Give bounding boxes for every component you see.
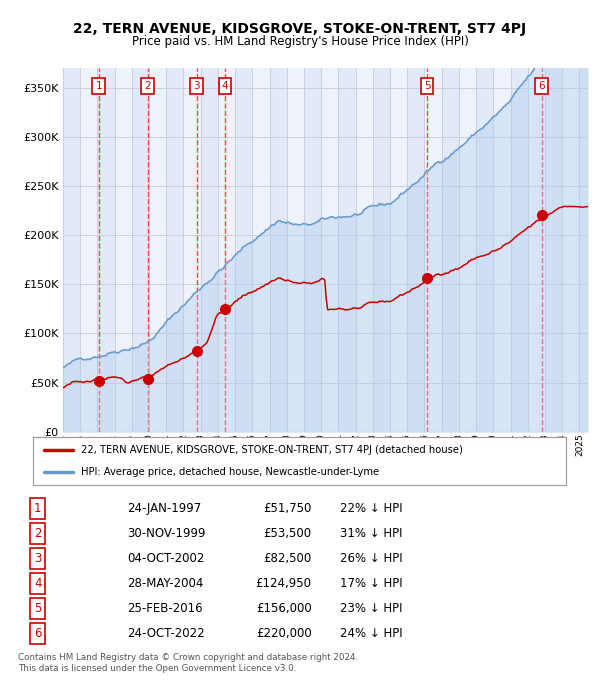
- Text: £82,500: £82,500: [263, 552, 311, 565]
- Text: Price paid vs. HM Land Registry's House Price Index (HPI): Price paid vs. HM Land Registry's House …: [131, 35, 469, 48]
- Bar: [287, 68, 304, 432]
- Text: HPI: Average price, detached house, Newcastle-under-Lyme: HPI: Average price, detached house, Newc…: [81, 467, 379, 477]
- Text: 2: 2: [145, 81, 151, 90]
- Text: 1: 1: [95, 81, 102, 90]
- Text: 2: 2: [34, 527, 41, 540]
- Bar: [373, 68, 390, 432]
- Text: 24-JAN-1997: 24-JAN-1997: [127, 502, 202, 515]
- Bar: [321, 68, 338, 432]
- Text: 17% ↓ HPI: 17% ↓ HPI: [340, 577, 403, 590]
- Bar: [562, 68, 580, 432]
- Bar: [218, 68, 235, 432]
- Text: 26% ↓ HPI: 26% ↓ HPI: [340, 552, 403, 565]
- Text: 3: 3: [34, 552, 41, 565]
- Text: 6: 6: [538, 81, 545, 90]
- Bar: [63, 68, 80, 432]
- Text: 31% ↓ HPI: 31% ↓ HPI: [340, 527, 403, 540]
- Bar: [166, 68, 184, 432]
- Bar: [511, 68, 528, 432]
- Text: £53,500: £53,500: [263, 527, 311, 540]
- Text: 22% ↓ HPI: 22% ↓ HPI: [340, 502, 403, 515]
- Bar: [442, 68, 459, 432]
- Bar: [115, 68, 132, 432]
- Text: 24% ↓ HPI: 24% ↓ HPI: [340, 627, 403, 640]
- Text: This data is licensed under the Open Government Licence v3.0.: This data is licensed under the Open Gov…: [18, 664, 296, 673]
- Text: £156,000: £156,000: [256, 602, 311, 615]
- Text: 5: 5: [34, 602, 41, 615]
- Text: 24-OCT-2022: 24-OCT-2022: [127, 627, 205, 640]
- Bar: [149, 68, 166, 432]
- Text: 22, TERN AVENUE, KIDSGROVE, STOKE-ON-TRENT, ST7 4PJ: 22, TERN AVENUE, KIDSGROVE, STOKE-ON-TRE…: [73, 22, 527, 36]
- Bar: [390, 68, 407, 432]
- Bar: [132, 68, 149, 432]
- Text: £124,950: £124,950: [256, 577, 311, 590]
- Bar: [184, 68, 201, 432]
- Text: 30-NOV-1999: 30-NOV-1999: [127, 527, 206, 540]
- Text: 5: 5: [424, 81, 430, 90]
- Bar: [356, 68, 373, 432]
- Text: 4: 4: [34, 577, 41, 590]
- Text: 6: 6: [34, 627, 41, 640]
- Text: Contains HM Land Registry data © Crown copyright and database right 2024.: Contains HM Land Registry data © Crown c…: [18, 653, 358, 662]
- Text: 25-FEB-2016: 25-FEB-2016: [127, 602, 203, 615]
- Text: 28-MAY-2004: 28-MAY-2004: [127, 577, 203, 590]
- Bar: [459, 68, 476, 432]
- Text: 04-OCT-2002: 04-OCT-2002: [127, 552, 205, 565]
- Bar: [97, 68, 115, 432]
- Bar: [528, 68, 545, 432]
- Bar: [338, 68, 356, 432]
- Bar: [407, 68, 424, 432]
- Text: £220,000: £220,000: [256, 627, 311, 640]
- Text: 4: 4: [221, 81, 228, 90]
- Text: £51,750: £51,750: [263, 502, 311, 515]
- Bar: [424, 68, 442, 432]
- Bar: [235, 68, 253, 432]
- Bar: [269, 68, 287, 432]
- Bar: [304, 68, 321, 432]
- Bar: [201, 68, 218, 432]
- Bar: [476, 68, 493, 432]
- Text: 22, TERN AVENUE, KIDSGROVE, STOKE-ON-TRENT, ST7 4PJ (detached house): 22, TERN AVENUE, KIDSGROVE, STOKE-ON-TRE…: [81, 445, 463, 455]
- Bar: [253, 68, 269, 432]
- Bar: [545, 68, 562, 432]
- Text: 3: 3: [193, 81, 200, 90]
- Bar: [80, 68, 97, 432]
- Text: 1: 1: [34, 502, 41, 515]
- Text: 23% ↓ HPI: 23% ↓ HPI: [340, 602, 403, 615]
- Bar: [580, 68, 596, 432]
- Bar: [493, 68, 511, 432]
